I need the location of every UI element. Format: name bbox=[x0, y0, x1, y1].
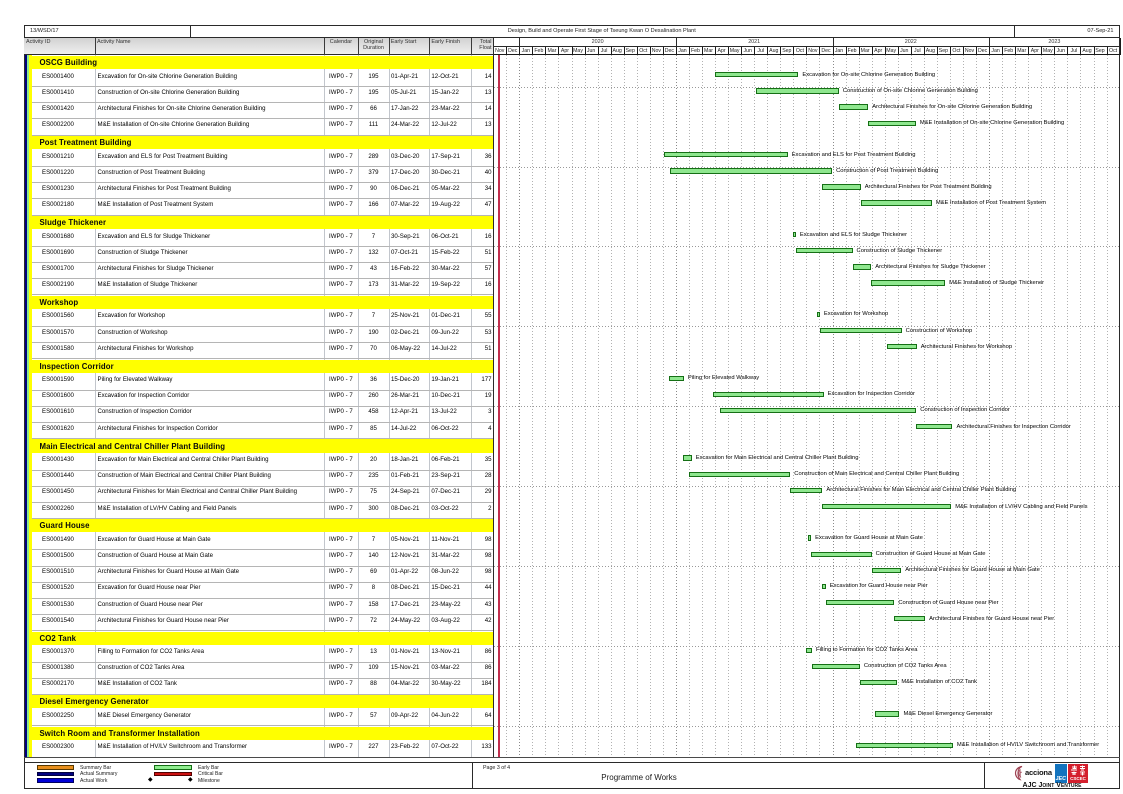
svg-text:CSCEC: CSCEC bbox=[1070, 776, 1087, 781]
